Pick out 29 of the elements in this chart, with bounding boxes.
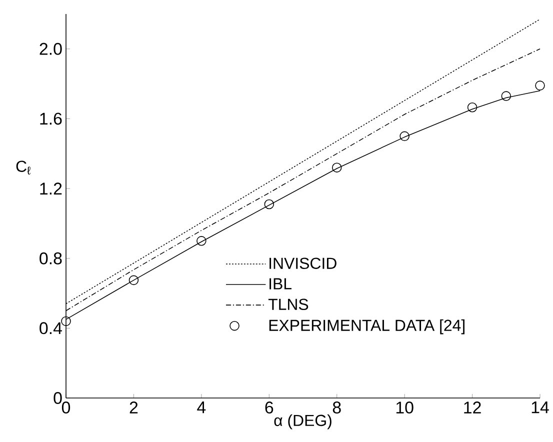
point [128,275,139,286]
y-axis-title: C$_{ℓ}$ [16,160,31,175]
point [535,80,545,90]
y-tick-label: 0.8 [40,252,62,264]
x-tick-label: 6 [265,402,274,414]
x-tick-label: 10 [396,402,414,414]
point [264,199,274,210]
y-tick-label: 0 [54,392,62,404]
legend-label: EXPERIMENTAL DATA [24] [269,319,464,334]
y-tick-label: 1.2 [40,182,62,194]
x-tick-label: 14 [532,402,549,414]
x-tick-label: 2 [130,402,138,414]
point [196,236,206,246]
x-tick-label: 0 [62,402,70,414]
legend-label: TLNS [268,298,308,310]
y-tick-label: 1.6 [40,112,62,125]
x-axis-title: α (DEG) [274,414,332,430]
point [501,91,512,101]
point [332,162,342,172]
legend-label: INVISCID [270,258,336,269]
point [61,316,71,326]
legend-label: IBL [270,278,292,290]
x-tick-label: 4 [197,402,206,414]
point [467,102,478,112]
y-tick-label: 2.0 [40,42,62,55]
y-tick-label: 0.4 [40,322,62,334]
x-tick-label: 8 [332,402,341,414]
point [400,131,410,142]
x-tick-label: 12 [464,402,481,414]
